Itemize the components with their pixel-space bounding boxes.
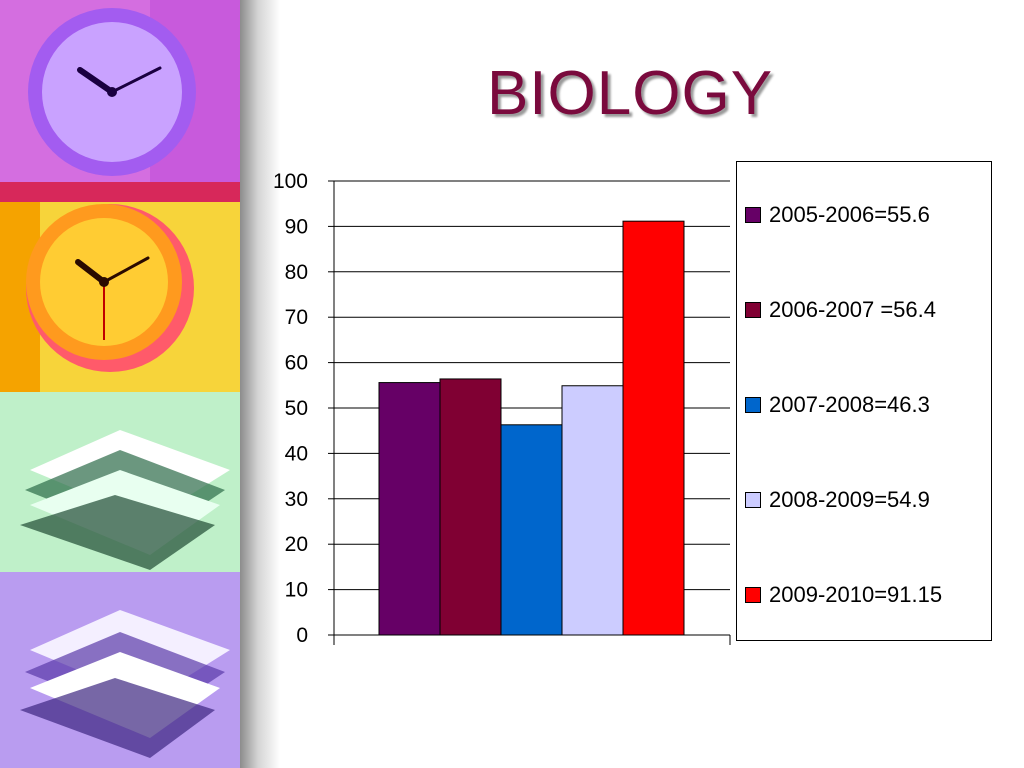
legend-swatch xyxy=(745,587,761,603)
legend-item: 2009-2010=91.15 xyxy=(745,582,942,608)
legend-label: 2006-2007 =56.4 xyxy=(769,297,936,322)
books-icon xyxy=(20,430,230,570)
legend-swatch xyxy=(745,492,761,508)
legend-swatch xyxy=(745,397,761,413)
axes xyxy=(328,180,731,645)
bar-chart: 0 10 20 30 40 50 60 70 80 90 100 xyxy=(273,170,731,647)
green-books-panel xyxy=(0,392,240,572)
legend-item: 2007-2008=46.3 xyxy=(745,392,930,418)
pink-band xyxy=(0,182,240,202)
legend-label: 2008-2009=54.9 xyxy=(769,487,930,512)
clock-icon xyxy=(26,204,194,372)
y-tick-label: 30 xyxy=(285,488,308,511)
legend-label: 2005-2006=55.6 xyxy=(769,202,930,227)
books-icon xyxy=(20,610,230,758)
y-tick-label: 70 xyxy=(285,306,308,329)
legend-swatch xyxy=(745,302,761,318)
bar-1 xyxy=(378,382,441,636)
violet-books-panel xyxy=(0,572,240,768)
legend-label: 2009-2010=91.15 xyxy=(769,582,943,607)
legend-item: 2008-2009=54.9 xyxy=(745,487,930,513)
legend: 2005-2006=55.6 2006-2007 =56.4 2007-2008=4… xyxy=(736,161,992,641)
legend-swatch xyxy=(745,207,761,223)
slide-title: BIOLOGY xyxy=(486,59,774,128)
orange-clock-panel xyxy=(0,202,240,392)
y-tick-label: 0 xyxy=(296,624,308,647)
strip-shadow xyxy=(240,0,280,768)
y-tick-label: 100 xyxy=(273,170,308,193)
y-tick-label: 20 xyxy=(285,533,308,556)
decorative-photo-strip xyxy=(0,0,240,768)
y-tick-label: 60 xyxy=(285,352,308,375)
y-tick-label: 80 xyxy=(285,261,308,284)
y-tick-labels: 0 10 20 30 40 50 60 70 80 90 100 xyxy=(273,170,308,647)
legend-label: 2007-2008=46.3 xyxy=(769,392,930,417)
bar-5 xyxy=(622,220,685,636)
clock-icon xyxy=(28,8,196,176)
y-tick-label: 50 xyxy=(285,397,308,420)
y-tick-label: 10 xyxy=(285,579,308,602)
bars xyxy=(378,220,685,636)
legend-item: 2005-2006=55.6 xyxy=(745,202,930,228)
bar-3 xyxy=(500,424,563,636)
y-tick-label: 40 xyxy=(285,442,308,465)
bar-2 xyxy=(439,378,502,636)
purple-clock-panel xyxy=(0,0,240,192)
bar-4 xyxy=(561,385,624,636)
y-tick-label: 90 xyxy=(285,215,308,238)
legend-item: 2006-2007 =56.4 xyxy=(745,297,936,323)
